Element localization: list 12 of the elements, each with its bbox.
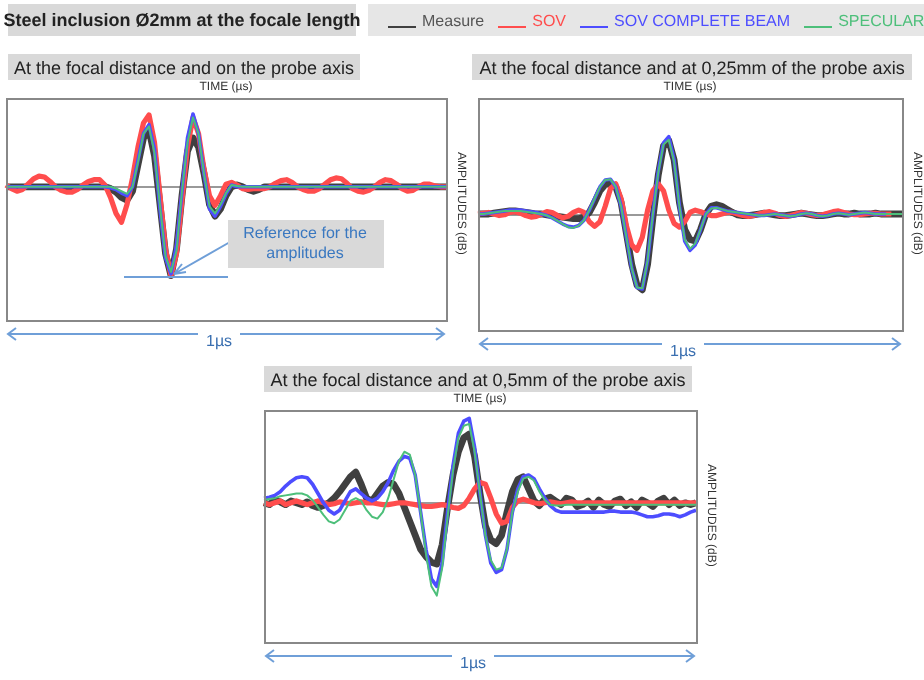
text: 1µs xyxy=(662,342,705,360)
annotation: Reference for the amplitudes xyxy=(227,219,383,268)
chart-title: Steel inclusion Ø2mm at the focale length xyxy=(3,4,361,36)
legend-label: SOV COMPLETE BEAM xyxy=(614,11,791,29)
chart-subtitle: At the focal distance and at 0,5mm of the probe axis xyxy=(264,366,692,392)
legend-label: Measure xyxy=(422,11,485,29)
chart-subtitle: At the focal distance and at 0,25mm of the probe axis xyxy=(472,54,912,80)
chart-subtitle: At the focal distance and on the probe axis xyxy=(8,54,360,80)
legend-label: SOV xyxy=(532,11,567,29)
text: 1µs xyxy=(198,332,241,350)
text: 1µs xyxy=(452,654,495,672)
legend-label: SPECULAR xyxy=(838,11,924,29)
